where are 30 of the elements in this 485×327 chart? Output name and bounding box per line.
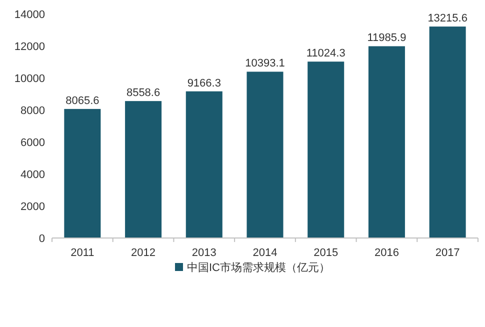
bar (186, 91, 222, 238)
data-label: 13215.6 (428, 12, 468, 25)
bar (308, 62, 344, 238)
y-tick-label: 4000 (20, 169, 45, 181)
y-tick-label: 2000 (20, 201, 45, 213)
y-tick-label: 12000 (14, 41, 45, 53)
x-tick-label: 2015 (314, 247, 338, 259)
y-tick-label: 0 (38, 233, 45, 245)
data-label: 8558.6 (126, 87, 160, 100)
bar (125, 101, 162, 238)
bar (429, 26, 466, 238)
x-tick-label: 2013 (192, 247, 216, 259)
bar (246, 72, 284, 238)
data-label: 9166.3 (187, 77, 221, 90)
bar (64, 108, 101, 238)
data-label: 11024.3 (306, 48, 346, 60)
data-label: 11985.9 (367, 32, 406, 44)
y-tick-label: 6000 (20, 137, 45, 149)
data-label: 8065.6 (66, 94, 100, 107)
bar (368, 46, 405, 238)
y-tick-label: 10000 (14, 73, 45, 85)
legend-label: 中国IC市场需求规模（亿元） (187, 261, 330, 274)
x-tick-label: 2017 (435, 247, 460, 259)
x-tick-label: 2014 (252, 247, 278, 259)
x-tick-label: 2011 (70, 247, 94, 259)
y-tick-label: 8000 (20, 105, 45, 117)
x-tick-label: 2016 (374, 247, 399, 259)
data-label: 10393.1 (245, 58, 285, 70)
y-tick-label: 14000 (14, 9, 45, 21)
x-tick-label: 2012 (131, 247, 156, 259)
